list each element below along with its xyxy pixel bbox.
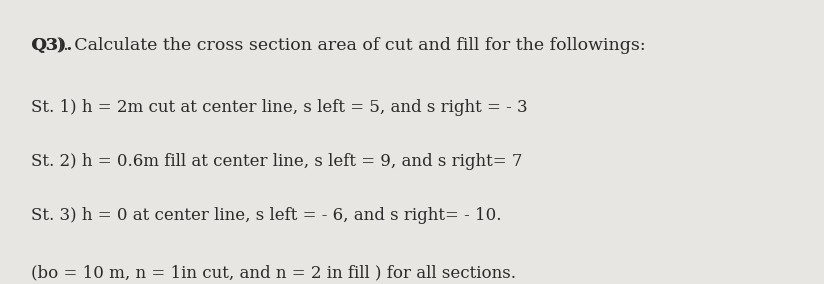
Text: Q3).: Q3). (31, 37, 73, 54)
Text: St. 1) h = 2m cut at center line, s left = 5, and s right = - 3: St. 1) h = 2m cut at center line, s left… (31, 99, 528, 116)
Text: St. 3) h = 0 at center line, s left = - 6, and s right= - 10.: St. 3) h = 0 at center line, s left = - … (31, 207, 502, 224)
Text: (bo = 10 m, n = 1in cut, and n = 2 in fill ) for all sections.: (bo = 10 m, n = 1in cut, and n = 2 in fi… (31, 264, 517, 281)
Text: Q3). Calculate the cross section area of cut and fill for the followings:: Q3). Calculate the cross section area of… (31, 37, 646, 54)
Text: St. 2) h = 0.6m fill at center line, s left = 9, and s right= 7: St. 2) h = 0.6m fill at center line, s l… (31, 153, 522, 170)
